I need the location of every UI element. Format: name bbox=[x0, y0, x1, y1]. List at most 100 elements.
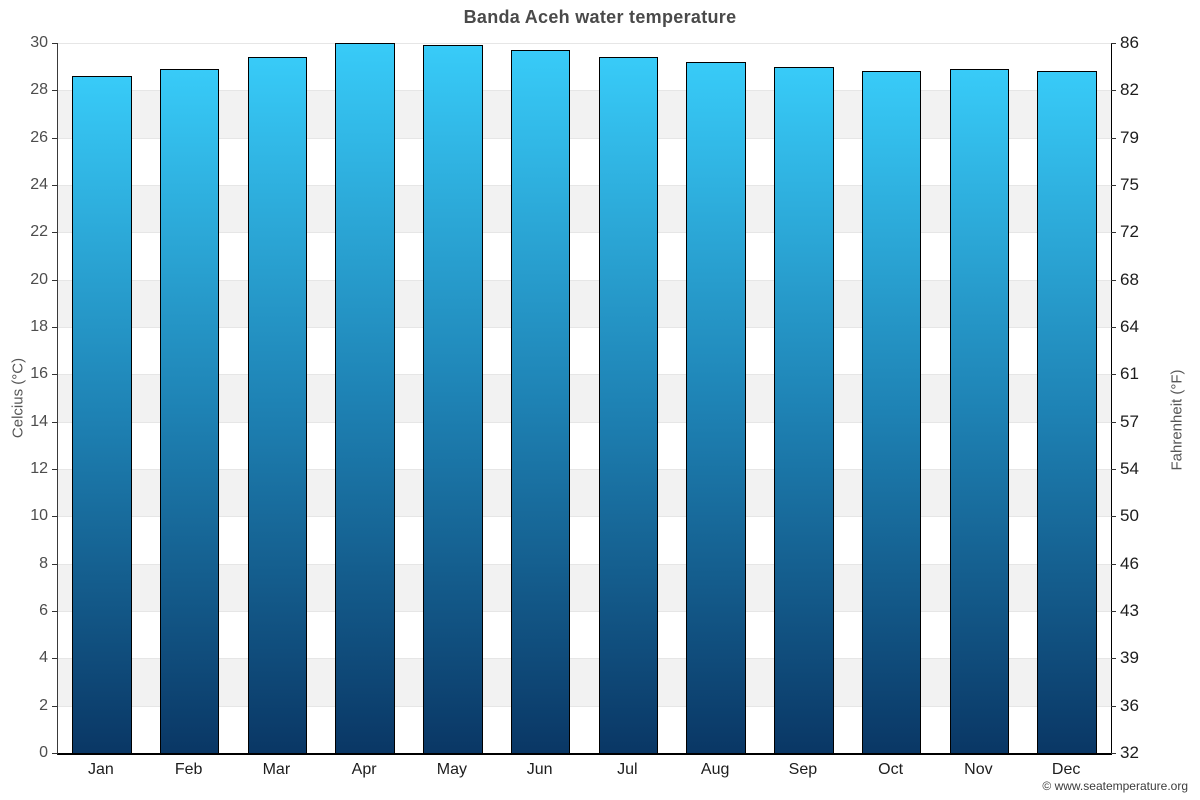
bars-container bbox=[58, 43, 1111, 753]
celsius-tick-label: 28 bbox=[30, 81, 48, 99]
fahrenheit-tick-label: 32 bbox=[1120, 743, 1139, 762]
gridline bbox=[58, 90, 1111, 92]
fahrenheit-tick-mark bbox=[1111, 279, 1116, 281]
gridline bbox=[58, 185, 1111, 186]
celsius-tick-mark bbox=[52, 516, 57, 518]
fahrenheit-tick-mark bbox=[1111, 137, 1116, 139]
celsius-tick-mark bbox=[52, 232, 57, 234]
fahrenheit-tick-mark bbox=[1111, 185, 1116, 186]
fahrenheit-tick-label: 57 bbox=[1120, 411, 1139, 431]
fahrenheit-tick-label: 43 bbox=[1120, 601, 1139, 620]
bar-slot bbox=[585, 43, 673, 753]
month-label-jan: Jan bbox=[87, 761, 114, 778]
celsius-tick-mark bbox=[52, 374, 57, 376]
fahrenheit-tick-label: 72 bbox=[1120, 222, 1139, 242]
bar-jan bbox=[72, 76, 132, 753]
bar-slot bbox=[234, 43, 322, 753]
celsius-tick-mark bbox=[52, 421, 57, 423]
celsius-tick-label: 26 bbox=[30, 128, 48, 146]
plot-band bbox=[58, 374, 1111, 422]
celsius-tick-label: 22 bbox=[30, 223, 48, 241]
fahrenheit-tick-mark bbox=[1111, 374, 1116, 376]
plot-band bbox=[58, 469, 1111, 517]
fahrenheit-tick-label: 68 bbox=[1120, 269, 1139, 289]
celsius-tick-label: 18 bbox=[30, 318, 48, 335]
celsius-tick-label: 0 bbox=[39, 744, 48, 761]
month-label-nov: Nov bbox=[964, 761, 993, 778]
fahrenheit-tick-label: 50 bbox=[1120, 506, 1139, 526]
fahrenheit-tick-mark bbox=[1111, 658, 1116, 660]
fahrenheit-tick-label: 79 bbox=[1120, 127, 1139, 147]
celsius-tick-label: 20 bbox=[30, 270, 48, 288]
plot-band bbox=[58, 658, 1111, 706]
plot-band bbox=[58, 185, 1111, 233]
celsius-tick-mark bbox=[52, 279, 57, 281]
gridline bbox=[58, 43, 1111, 44]
bar-jun bbox=[510, 50, 571, 753]
month-label-sep: Sep bbox=[788, 761, 818, 778]
celsius-tick-mark bbox=[52, 611, 57, 612]
plot-band bbox=[58, 90, 1111, 138]
fahrenheit-tick-label: 36 bbox=[1120, 695, 1139, 715]
gridline bbox=[58, 327, 1111, 328]
celsius-tick-mark bbox=[52, 753, 57, 754]
fahrenheit-tick-label: 64 bbox=[1120, 317, 1139, 336]
bar-feb bbox=[159, 69, 220, 753]
month-label-jul: Jul bbox=[617, 761, 638, 778]
fahrenheit-tick-label: 54 bbox=[1120, 459, 1139, 478]
plot-band bbox=[58, 563, 1111, 611]
fahrenheit-tick-label: 39 bbox=[1120, 648, 1139, 668]
bar-dec bbox=[1037, 71, 1097, 753]
plot-band bbox=[58, 279, 1111, 327]
right-axis-title: Fahrenheit (°F) bbox=[1168, 369, 1186, 471]
bar-slot bbox=[321, 43, 409, 753]
celsius-tick-label: 12 bbox=[30, 460, 48, 477]
celsius-tick-mark bbox=[52, 705, 57, 707]
celsius-tick-mark bbox=[52, 563, 57, 565]
gridline bbox=[58, 705, 1111, 707]
month-label-feb: Feb bbox=[174, 761, 203, 778]
bar-slot bbox=[936, 43, 1024, 753]
celsius-tick-label: 24 bbox=[30, 176, 48, 193]
month-label-mar: Mar bbox=[262, 761, 291, 778]
gridline bbox=[58, 137, 1111, 139]
celsius-tick-label: 2 bbox=[39, 696, 48, 714]
bar-slot bbox=[848, 43, 936, 753]
copyright: © www.seatemperature.org bbox=[1042, 779, 1188, 793]
bar-slot bbox=[760, 43, 848, 753]
fahrenheit-tick-mark bbox=[1111, 421, 1116, 423]
celsius-tick-mark bbox=[52, 90, 57, 92]
fahrenheit-tick-label: 82 bbox=[1120, 80, 1139, 100]
bar-may bbox=[423, 45, 483, 753]
celsius-tick-label: 6 bbox=[39, 602, 48, 619]
fahrenheit-tick-mark bbox=[1111, 90, 1116, 92]
fahrenheit-tick-mark bbox=[1111, 469, 1116, 470]
month-label-oct: Oct bbox=[878, 761, 904, 778]
chart-title: Banda Aceh water temperature bbox=[463, 7, 737, 27]
gridline bbox=[58, 611, 1111, 612]
x-axis-labels: Jan Feb Mar Apr May Jun Jul Aug Sep Oct Nov Dec bbox=[57, 761, 1110, 779]
bar-slot bbox=[146, 43, 234, 753]
celsius-tick-mark bbox=[52, 185, 57, 186]
celsius-tick-label: 14 bbox=[30, 412, 48, 430]
fahrenheit-tick-mark bbox=[1111, 43, 1116, 44]
gridline bbox=[58, 563, 1111, 565]
fahrenheit-tick-mark bbox=[1111, 327, 1116, 328]
fahrenheit-tick-label: 86 bbox=[1120, 33, 1139, 52]
gridline bbox=[58, 232, 1111, 234]
gridline bbox=[58, 469, 1111, 470]
celsius-tick-mark bbox=[52, 469, 57, 470]
gridline bbox=[58, 516, 1111, 518]
gridline bbox=[58, 421, 1111, 423]
bar-sep bbox=[774, 66, 834, 753]
month-label-aug: Aug bbox=[700, 761, 730, 778]
bar-slot bbox=[497, 43, 585, 753]
fahrenheit-tick-mark bbox=[1111, 232, 1116, 234]
bar-slot bbox=[672, 43, 760, 753]
fahrenheit-tick-label: 46 bbox=[1120, 553, 1139, 573]
celsius-tick-label: 8 bbox=[39, 554, 48, 572]
fahrenheit-tick-label: 75 bbox=[1120, 175, 1139, 194]
fahrenheit-tick-mark bbox=[1111, 753, 1116, 754]
fahrenheit-tick-mark bbox=[1111, 705, 1116, 707]
